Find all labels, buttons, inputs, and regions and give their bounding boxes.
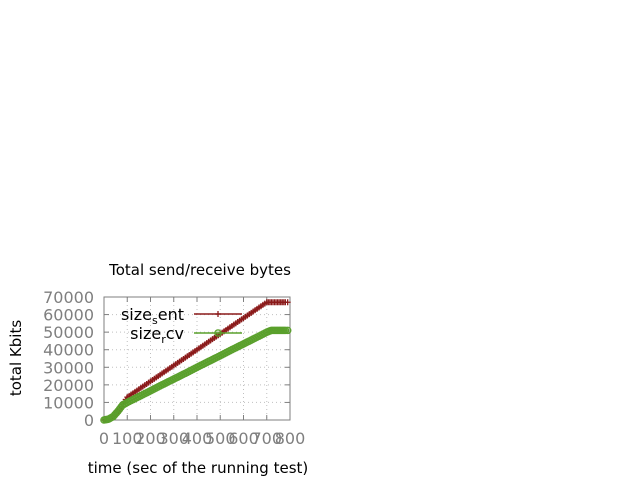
- x-tick-label: 100: [112, 429, 143, 448]
- y-tick-label: 70000: [43, 288, 94, 307]
- x-tick-label: 300: [158, 429, 189, 448]
- x-tick-label: 700: [251, 429, 282, 448]
- data-point: [281, 326, 290, 335]
- chart-title: Total send/receive bytes: [108, 261, 291, 279]
- series-layer: [100, 299, 292, 424]
- y-tick-label: 30000: [43, 358, 94, 377]
- data-point: [284, 299, 291, 306]
- legend-marker: [215, 311, 221, 317]
- y-tick-label: 50000: [43, 323, 94, 342]
- y-tick-label: 60000: [43, 306, 94, 325]
- y-axis-label: total Kbits: [7, 320, 25, 396]
- data-point: [283, 326, 292, 335]
- y-tick-label: 0: [84, 411, 94, 430]
- x-tick-label: 800: [275, 429, 306, 448]
- y-tick-label: 40000: [43, 341, 94, 360]
- legend-label: sizercv: [130, 324, 184, 346]
- x-tick-label: 600: [228, 429, 259, 448]
- legend-marker: [214, 329, 222, 337]
- x-tick-label: 500: [205, 429, 236, 448]
- x-axis-label: time (sec of the running test): [88, 459, 309, 477]
- x-tick-label: 400: [182, 429, 213, 448]
- y-tick-label: 10000: [43, 393, 94, 412]
- series-line: [103, 329, 288, 421]
- series-size-rcv: [100, 326, 292, 424]
- series-size-sent: [101, 299, 291, 423]
- x-tick-label: 200: [135, 429, 166, 448]
- legend-label: sizesent: [121, 305, 184, 327]
- x-tick-label: 0: [99, 429, 109, 448]
- y-tick-label: 20000: [43, 376, 94, 395]
